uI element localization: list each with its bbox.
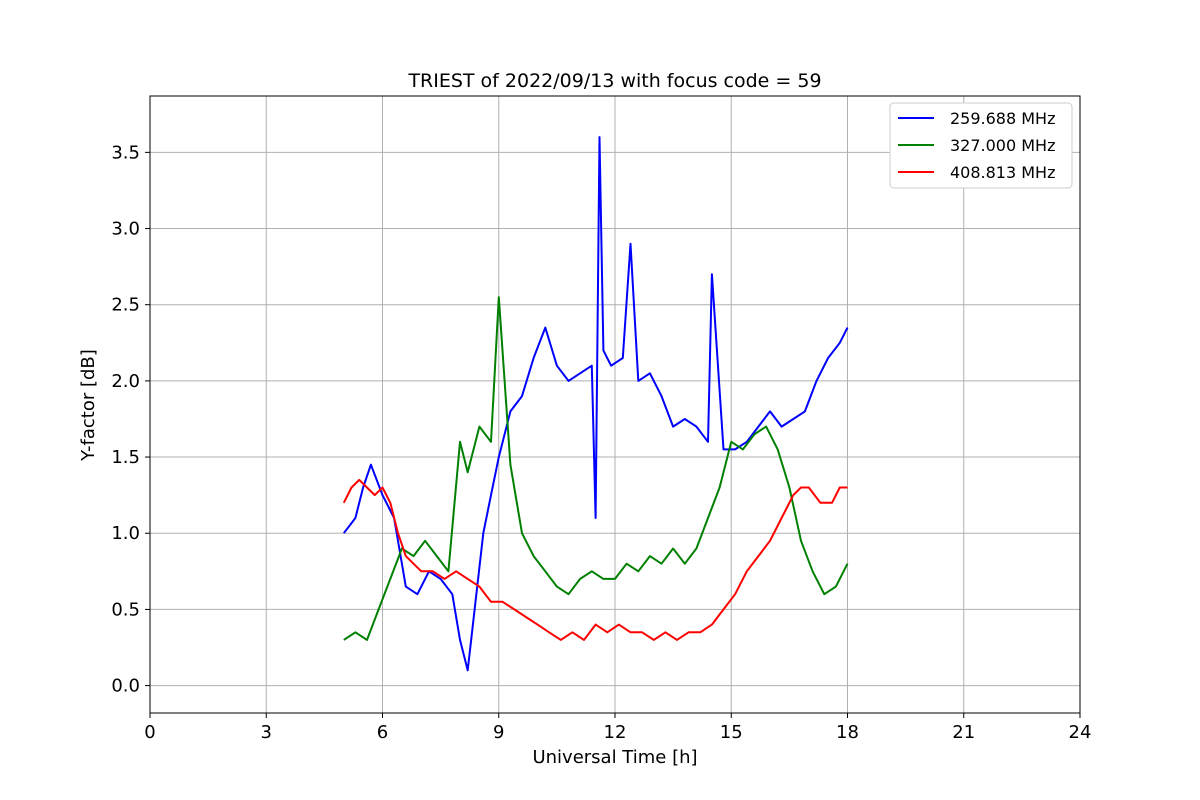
x-tick-label: 21 (952, 722, 975, 743)
y-tick-label: 1.5 (111, 447, 140, 468)
y-axis-label: Y-factor [dB] (78, 349, 99, 462)
x-tick-label: 6 (377, 722, 388, 743)
legend-label: 408.813 MHz (950, 163, 1055, 182)
y-tick-label: 3.5 (111, 142, 140, 163)
legend-label: 259.688 MHz (950, 109, 1055, 128)
x-tick-label: 0 (144, 722, 155, 743)
y-tick-label: 3.0 (111, 219, 140, 240)
legend: 259.688 MHz 327.000 MHz 408.813 MHz (889, 102, 1073, 189)
y-tick-label: 0.5 (111, 599, 140, 620)
y-tick-label: 2.0 (111, 371, 140, 392)
y-axis-ticks: 0.0 0.5 1.0 1.5 2.0 2.5 3.0 3.5 (111, 142, 150, 697)
x-tick-label: 15 (720, 722, 743, 743)
y-tick-label: 1.0 (111, 523, 140, 544)
series-line-0 (343, 136, 849, 672)
x-tick-label: 9 (493, 722, 504, 743)
x-tick-label: 18 (836, 722, 859, 743)
series-lines (342, 136, 849, 672)
chart-title: TRIEST of 2022/09/13 with focus code = 5… (407, 70, 821, 92)
legend-box (889, 102, 1073, 189)
y-tick-label: 2.5 (111, 295, 140, 316)
x-tick-label: 24 (1069, 722, 1092, 743)
x-axis-ticks: 0 3 6 9 12 15 18 21 24 (144, 713, 1091, 743)
x-tick-label: 12 (604, 722, 627, 743)
x-axis-label: Universal Time [h] (532, 747, 697, 768)
series-line-1 (343, 296, 849, 641)
x-tick-label: 3 (261, 722, 272, 743)
legend-label: 327.000 MHz (950, 136, 1055, 155)
series-line-2 (342, 478, 848, 641)
y-tick-label: 0.0 (111, 676, 140, 697)
